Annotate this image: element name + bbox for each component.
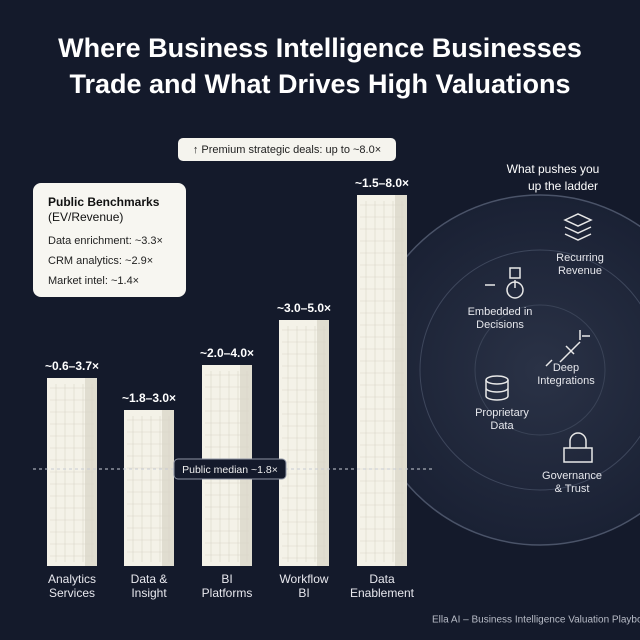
title-line: Where Business Intelligence Businesses xyxy=(58,33,582,63)
callout: ↑ Premium strategic deals: up to ~8.0× xyxy=(193,144,381,156)
database-icon xyxy=(485,380,509,401)
stack-icon xyxy=(563,213,593,241)
column-label: BI xyxy=(221,572,232,586)
driver-label: Embedded in xyxy=(468,306,533,318)
decision-icon xyxy=(485,267,524,299)
range-label: ~1.5–8.0× xyxy=(355,176,409,190)
drivers-title: What pushes you xyxy=(507,162,600,176)
column-label: Analytics xyxy=(48,572,96,586)
callout-box xyxy=(178,138,396,161)
building-side xyxy=(162,410,174,566)
building-side xyxy=(317,320,329,566)
column-label: Enablement xyxy=(350,586,415,600)
drivers-title: up the ladder xyxy=(528,179,598,193)
lock-icon xyxy=(563,432,593,463)
driver-label: Deep xyxy=(553,362,579,374)
benchmarks-title: Public Benchmarks xyxy=(48,195,160,209)
footer: Ella AI – Business Intelligence Valuatio… xyxy=(432,615,640,626)
median-label: Public median ~1.8× xyxy=(182,464,278,476)
ladder-ring xyxy=(474,304,606,436)
building-side xyxy=(395,195,407,566)
median-box xyxy=(173,458,287,480)
plug-icon xyxy=(545,330,590,367)
column-label: Services xyxy=(49,586,95,600)
benchmark-item: Market intel: ~1.4× xyxy=(48,275,139,287)
column-label: Data xyxy=(369,572,395,586)
range-label: ~0.6–3.7× xyxy=(45,359,99,373)
benchmarks-title: (EV/Revenue) xyxy=(48,210,123,224)
driver-label: Decisions xyxy=(476,319,524,331)
driver-label: Integrations xyxy=(537,375,595,387)
driver-label: Data xyxy=(490,420,514,432)
driver-label: & Trust xyxy=(555,483,590,495)
driver-label: Recurring xyxy=(556,252,604,264)
range-label: ~1.8–3.0× xyxy=(122,391,176,405)
column-label: Insight xyxy=(131,586,167,600)
range-label: ~3.0–5.0× xyxy=(277,301,331,315)
driver-label: Governance xyxy=(542,470,602,482)
range-label: ~2.0–4.0× xyxy=(200,346,254,360)
column-label: Workflow xyxy=(279,572,328,586)
column-label: Data & xyxy=(131,572,168,586)
title-line: Trade and What Drives High Valuations xyxy=(69,69,570,99)
column-label: BI xyxy=(298,586,309,600)
icons xyxy=(485,213,593,463)
driver-label: Revenue xyxy=(558,265,602,277)
benchmarks-box xyxy=(33,183,186,297)
ladder-ring xyxy=(419,249,640,491)
driver-label: Proprietary xyxy=(475,407,529,419)
benchmark-item: Data enrichment: ~3.3× xyxy=(48,235,163,247)
column-label: Platforms xyxy=(202,586,253,600)
benchmark-item: CRM analytics: ~2.9× xyxy=(48,255,153,267)
